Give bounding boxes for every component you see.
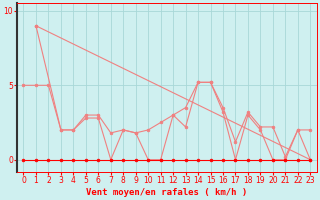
X-axis label: Vent moyen/en rafales ( km/h ): Vent moyen/en rafales ( km/h )	[86, 188, 248, 197]
